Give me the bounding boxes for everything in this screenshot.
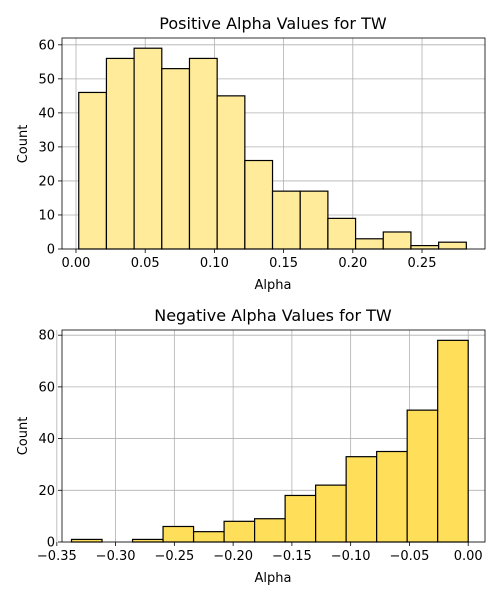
histogram-bar	[345, 456, 378, 543]
y-tick-label: 0	[47, 536, 55, 551]
histogram-bar	[410, 244, 440, 250]
histogram-bar	[354, 238, 384, 250]
x-tick-label: −0.35	[37, 549, 77, 564]
y-tick-label: 40	[38, 432, 55, 447]
x-tick-label: 0.15	[269, 256, 298, 271]
histogram-bar	[406, 409, 439, 543]
y-tick-label: 20	[38, 484, 55, 499]
histogram-bar	[133, 47, 163, 250]
histogram-bar	[438, 241, 467, 250]
x-ticks: 0.00 0.05 0.10 0.15 0.20 0.25	[62, 249, 437, 271]
histogram-bar	[161, 68, 191, 250]
chart-title: Negative Alpha Values for TW	[154, 306, 392, 325]
y-tick-label: 20	[38, 174, 55, 189]
x-axis-label: Alpha	[255, 571, 292, 586]
y-ticks: 0 20 40 60 80	[38, 329, 62, 551]
histogram-bar	[188, 57, 218, 250]
x-tick-label: 0.00	[454, 549, 483, 564]
x-tick-label: 0.25	[408, 256, 437, 271]
x-tick-label: −0.25	[154, 549, 194, 564]
y-tick-label: 60	[38, 38, 55, 53]
x-axis-label: Alpha	[255, 278, 292, 293]
y-tick-label: 30	[38, 140, 55, 155]
x-tick-label: 0.10	[200, 256, 229, 271]
bars	[70, 339, 469, 543]
y-tick-label: 50	[38, 72, 55, 87]
y-tick-label: 0	[47, 243, 55, 258]
x-tick-label: −0.30	[96, 549, 136, 564]
histogram-bar	[244, 159, 274, 250]
histogram-bar	[192, 531, 225, 543]
x-tick-label: −0.15	[272, 549, 312, 564]
plot-frame	[61, 329, 486, 543]
histogram-bar	[162, 525, 195, 543]
y-ticks: 0 10 20 30 40 50 60	[38, 38, 62, 258]
x-tick-label: 0.05	[131, 256, 160, 271]
histogram-bar	[271, 190, 301, 250]
x-tick-label: −0.10	[331, 549, 371, 564]
y-axis-label: Count	[16, 125, 31, 164]
histogram-bar	[216, 95, 246, 250]
x-tick-label: −0.20	[213, 549, 253, 564]
histogram-bar	[105, 57, 135, 250]
x-tick-label: 0.00	[62, 256, 91, 271]
x-ticks: −0.35 −0.30 −0.25 −0.20 −0.15 −0.10 −0.05 0.00	[37, 542, 483, 564]
y-tick-label: 10	[38, 208, 55, 223]
histogram-bar	[327, 217, 357, 250]
histogram-bar	[253, 518, 286, 543]
chart-positive-alpha: Positive Alpha Values for TW 0.00 0.05 0.1…	[16, 14, 486, 293]
histogram-bar	[284, 494, 317, 543]
chart-title: Positive Alpha Values for TW	[159, 14, 387, 33]
y-axis-label: Count	[16, 417, 31, 456]
chart-negative-alpha: Negative Alpha Values for TW −0.35 −0.30−…	[16, 306, 486, 586]
x-tick-label: −0.05	[390, 549, 430, 564]
histogram-bar	[78, 91, 108, 250]
histogram-bar	[315, 484, 347, 543]
histogram-bar	[223, 520, 256, 543]
y-tick-label: 80	[38, 329, 55, 344]
y-tick-label: 60	[38, 380, 55, 395]
y-tick-label: 40	[38, 106, 55, 121]
bars	[78, 47, 467, 250]
grid	[56, 330, 485, 543]
histogram-bar	[382, 231, 412, 250]
x-tick-label: 0.20	[338, 256, 367, 271]
plot-frame	[61, 37, 486, 250]
histogram-bar	[376, 450, 408, 543]
histogram-bar	[437, 339, 469, 543]
histogram-bar	[299, 190, 329, 250]
